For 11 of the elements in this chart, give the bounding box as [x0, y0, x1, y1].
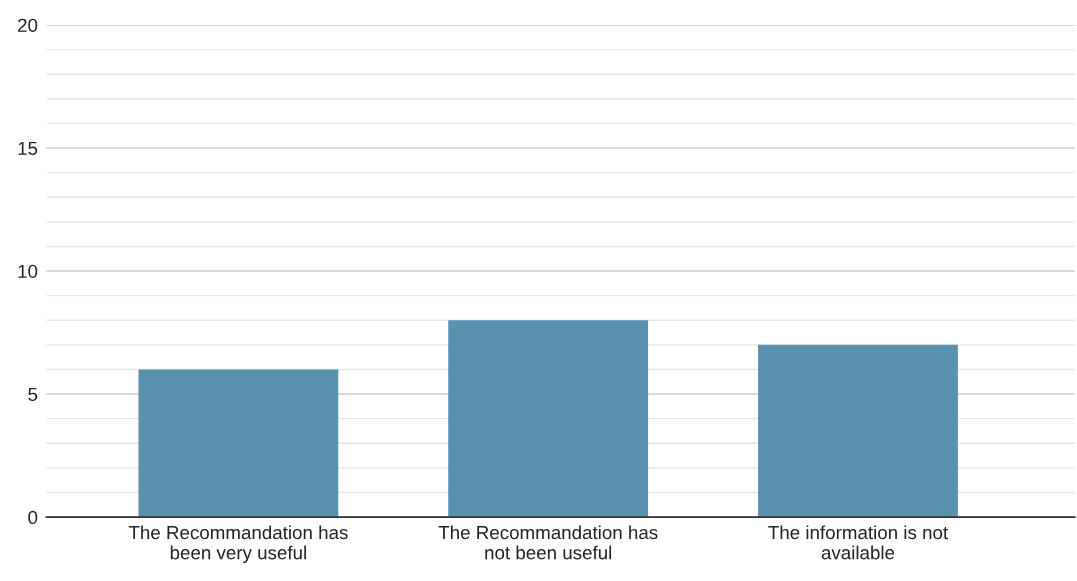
x-tick-label: The information is not available	[768, 525, 948, 560]
y-tick-label: 15	[18, 141, 38, 155]
bar	[758, 344, 958, 518]
y-tick-label: 20	[18, 18, 38, 32]
x-tick-label: The Recommandation has been very useful	[128, 525, 348, 564]
bar	[448, 320, 649, 518]
bar	[138, 369, 339, 518]
y-tick-label: 5	[28, 387, 38, 402]
y-tick-label: 10	[18, 264, 38, 279]
y-tick-label: 0	[28, 510, 38, 525]
x-tick-label: The Recommandation has not been useful	[438, 525, 658, 560]
